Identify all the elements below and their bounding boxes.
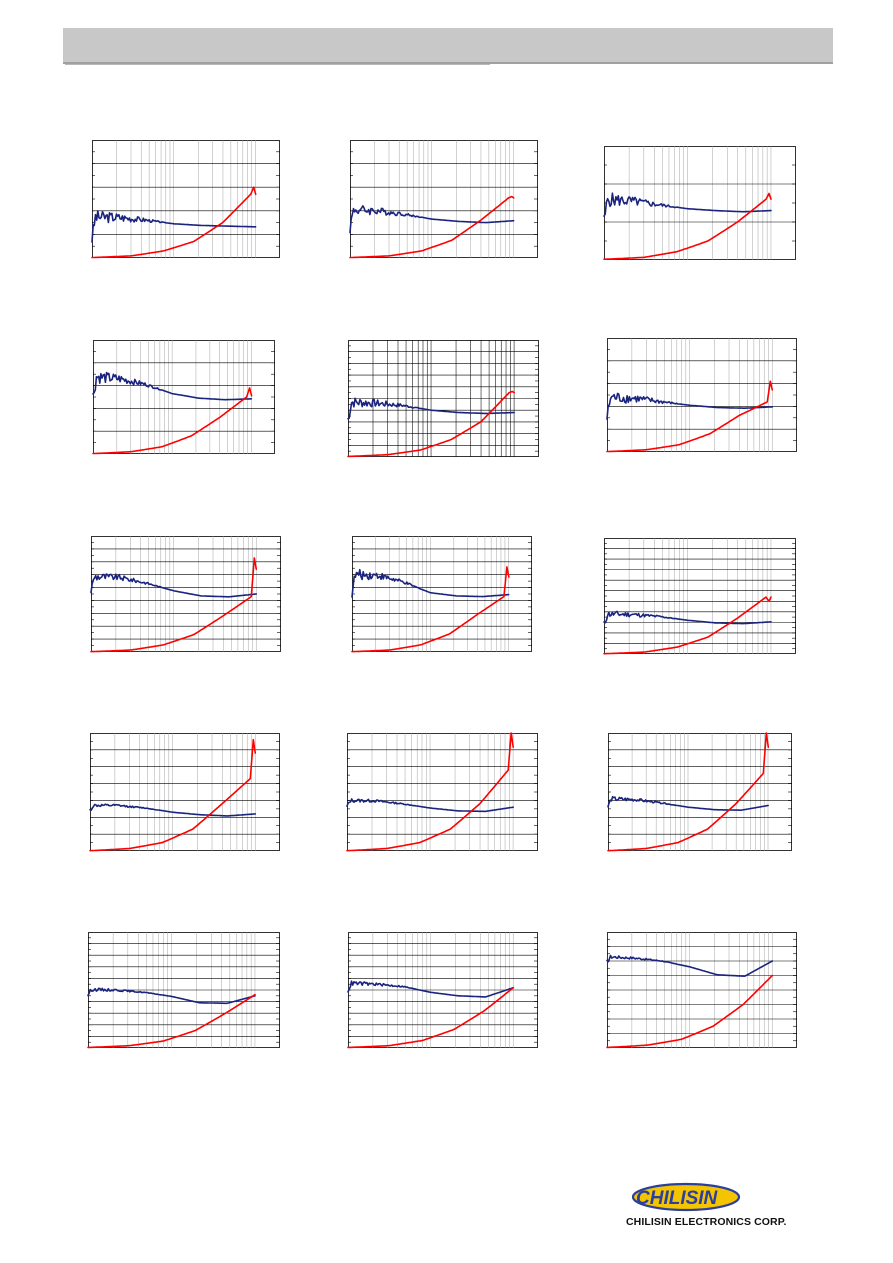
series-blue-line — [90, 573, 258, 598]
series-red-line — [346, 732, 514, 852]
series-red-line — [87, 993, 256, 1049]
series-red-line — [90, 557, 258, 653]
series-red-line — [347, 390, 515, 458]
company-logo: CHILISIN CHILISIN ELECTRONICS CORP. — [626, 1178, 826, 1234]
company-name: CHILISIN ELECTRONICS CORP. — [626, 1216, 787, 1228]
plot-frame — [604, 146, 796, 260]
chart-12 — [607, 732, 792, 852]
series-blue-line — [347, 397, 515, 420]
chart-1 — [91, 140, 280, 259]
chart-6 — [606, 338, 797, 453]
series-red-line — [89, 738, 257, 852]
series-red-line — [349, 195, 515, 259]
series-blue-line — [606, 954, 774, 978]
chart-8 — [351, 536, 532, 653]
logo-mark: CHILISIN — [631, 1182, 741, 1212]
chart-2 — [349, 140, 538, 259]
chart-15 — [606, 932, 797, 1049]
series-blue-line — [607, 795, 769, 811]
chart-13 — [87, 932, 280, 1049]
chart-14 — [347, 932, 538, 1049]
series-red-line — [606, 380, 774, 453]
series-red-line — [91, 186, 257, 259]
series-blue-line — [92, 371, 253, 401]
logo-word: CHILISIN — [636, 1188, 719, 1209]
series-red-line — [351, 566, 510, 653]
series-blue-line — [351, 568, 510, 598]
series-blue-line — [91, 210, 257, 243]
series-red-line — [92, 387, 253, 455]
chart-4 — [92, 340, 275, 455]
chart-3 — [603, 146, 796, 260]
header-underline — [65, 64, 490, 65]
series-red-line — [607, 732, 770, 852]
chart-5 — [347, 340, 539, 458]
series-red-line — [603, 192, 772, 260]
chart-9 — [603, 538, 796, 655]
plot-frame — [350, 140, 538, 258]
series-red-line — [603, 596, 772, 655]
series-blue-line — [89, 803, 257, 817]
chart-10 — [89, 733, 280, 852]
series-red-line — [347, 986, 515, 1049]
plot-frame — [604, 538, 796, 654]
series-blue-line — [347, 980, 515, 998]
series-blue-line — [346, 798, 514, 813]
series-blue-line — [606, 392, 774, 420]
plot-frame — [92, 140, 280, 258]
series-red-line — [606, 974, 774, 1049]
plot-frame — [90, 733, 280, 851]
series-blue-line — [349, 205, 515, 234]
page-header-bar — [63, 28, 833, 64]
plot-frame — [607, 338, 797, 452]
series-blue-line — [87, 987, 256, 1005]
chart-7 — [90, 536, 281, 653]
logo-swoosh — [633, 1184, 739, 1210]
series-blue-line — [603, 610, 772, 625]
series-blue-line — [603, 192, 772, 217]
chart-11 — [346, 732, 538, 852]
